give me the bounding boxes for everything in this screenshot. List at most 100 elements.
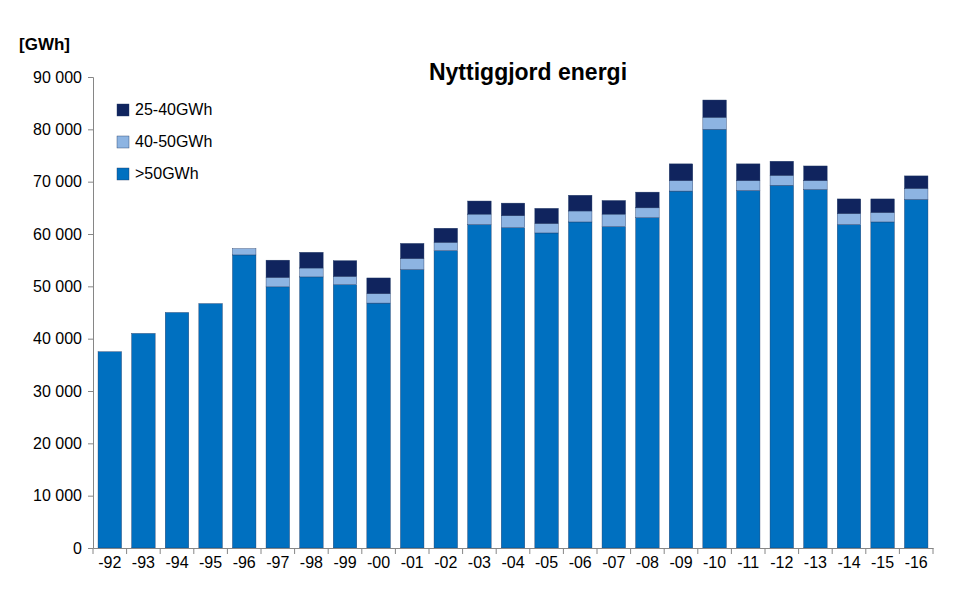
- x-tick-label: -01: [401, 554, 424, 571]
- bar: [434, 251, 458, 548]
- x-separator: [227, 548, 228, 554]
- bar: [837, 214, 861, 225]
- bar: [871, 213, 895, 222]
- y-tick-label: 80 000: [33, 121, 82, 138]
- x-separator: [933, 548, 934, 554]
- bar: [266, 277, 290, 286]
- bar: [266, 287, 290, 548]
- y-tick-mark: [88, 496, 93, 497]
- x-tick-label: -96: [233, 554, 256, 571]
- x-tick: -16: [905, 548, 928, 571]
- legend-label: 25-40GWh: [135, 101, 212, 118]
- x-separator: [261, 548, 262, 554]
- legend-box: [105, 89, 245, 193]
- y-tick-mark: [88, 443, 93, 444]
- bar: [535, 208, 559, 223]
- x-separator: [798, 548, 799, 554]
- x-axis: -92-93-94-95-96-97-98-99-00-01-02-03-04-…: [93, 548, 934, 571]
- bar: [367, 303, 391, 548]
- bar: [232, 248, 256, 249]
- x-tick: -99: [333, 548, 356, 571]
- series-bars: [232, 117, 928, 303]
- bar: [468, 225, 492, 548]
- x-tick: -12: [770, 548, 793, 571]
- bar: [904, 176, 928, 189]
- x-tick: -92: [98, 548, 121, 571]
- x-tick-label: -04: [501, 554, 524, 571]
- bar: [535, 233, 559, 548]
- y-tick-label: 40 000: [33, 330, 82, 347]
- bar: [232, 249, 256, 255]
- x-tick: -13: [804, 548, 827, 571]
- x-tick: -03: [468, 548, 491, 571]
- y-tick-mark: [88, 77, 93, 78]
- x-tick: -11: [737, 548, 759, 571]
- x-tick-label: -07: [602, 554, 625, 571]
- y-tick: 40 000: [33, 330, 93, 347]
- bar: [904, 188, 928, 199]
- x-tick-label: -12: [770, 554, 793, 571]
- y-tick-mark: [88, 129, 93, 130]
- y-tick-mark: [88, 286, 93, 287]
- bar: [736, 181, 760, 191]
- x-tick-label: -16: [905, 554, 928, 571]
- bar: [837, 225, 861, 548]
- bar: [804, 190, 828, 548]
- y-tick-label: 60 000: [33, 226, 82, 243]
- legend-item: 40-50GWh: [117, 133, 212, 150]
- x-separator: [193, 548, 194, 554]
- bar: [669, 181, 693, 191]
- x-separator: [563, 548, 564, 554]
- bar: [501, 203, 525, 216]
- bar: [400, 243, 424, 258]
- bar: [736, 164, 760, 181]
- bar: [770, 175, 794, 185]
- bar: [568, 211, 592, 222]
- bar: [367, 294, 391, 303]
- bar: [400, 270, 424, 548]
- bar: [602, 214, 626, 227]
- y-tick: 50 000: [33, 278, 93, 295]
- y-tick: 10 000: [33, 487, 93, 504]
- x-tick: -02: [434, 548, 457, 571]
- x-separator: [126, 548, 127, 554]
- x-tick: -09: [669, 548, 692, 571]
- bar: [871, 222, 895, 548]
- x-tick: -04: [501, 548, 524, 571]
- bar: [199, 304, 223, 548]
- y-tick: 20 000: [33, 435, 93, 452]
- y-tick-mark: [88, 391, 93, 392]
- x-tick-label: -15: [871, 554, 894, 571]
- series-bars: [266, 100, 928, 294]
- x-tick: -05: [535, 548, 558, 571]
- bar: [300, 252, 324, 268]
- x-separator: [529, 548, 530, 554]
- x-separator: [630, 548, 631, 554]
- y-tick-label: 0: [73, 540, 82, 557]
- x-tick: -10: [703, 548, 726, 571]
- bar: [568, 195, 592, 211]
- bar: [535, 224, 559, 233]
- x-tick-label: -97: [266, 554, 289, 571]
- bar: [468, 214, 492, 224]
- legend-swatch: [117, 104, 129, 116]
- x-separator: [93, 548, 94, 554]
- x-separator: [496, 548, 497, 554]
- bar: [703, 100, 727, 117]
- bar: [669, 164, 693, 181]
- x-tick: -93: [132, 548, 155, 571]
- x-separator: [664, 548, 665, 554]
- bar: [703, 117, 727, 129]
- y-tick-mark: [88, 234, 93, 235]
- x-separator: [462, 548, 463, 554]
- x-tick-label: -03: [468, 554, 491, 571]
- x-tick-label: -06: [569, 554, 592, 571]
- bar: [98, 352, 122, 548]
- bar: [266, 260, 290, 277]
- bar: [804, 166, 828, 181]
- x-tick-label: -10: [703, 554, 726, 571]
- bar: [602, 227, 626, 548]
- x-separator: [160, 548, 161, 554]
- y-tick-label: 70 000: [33, 173, 82, 190]
- x-separator: [429, 548, 430, 554]
